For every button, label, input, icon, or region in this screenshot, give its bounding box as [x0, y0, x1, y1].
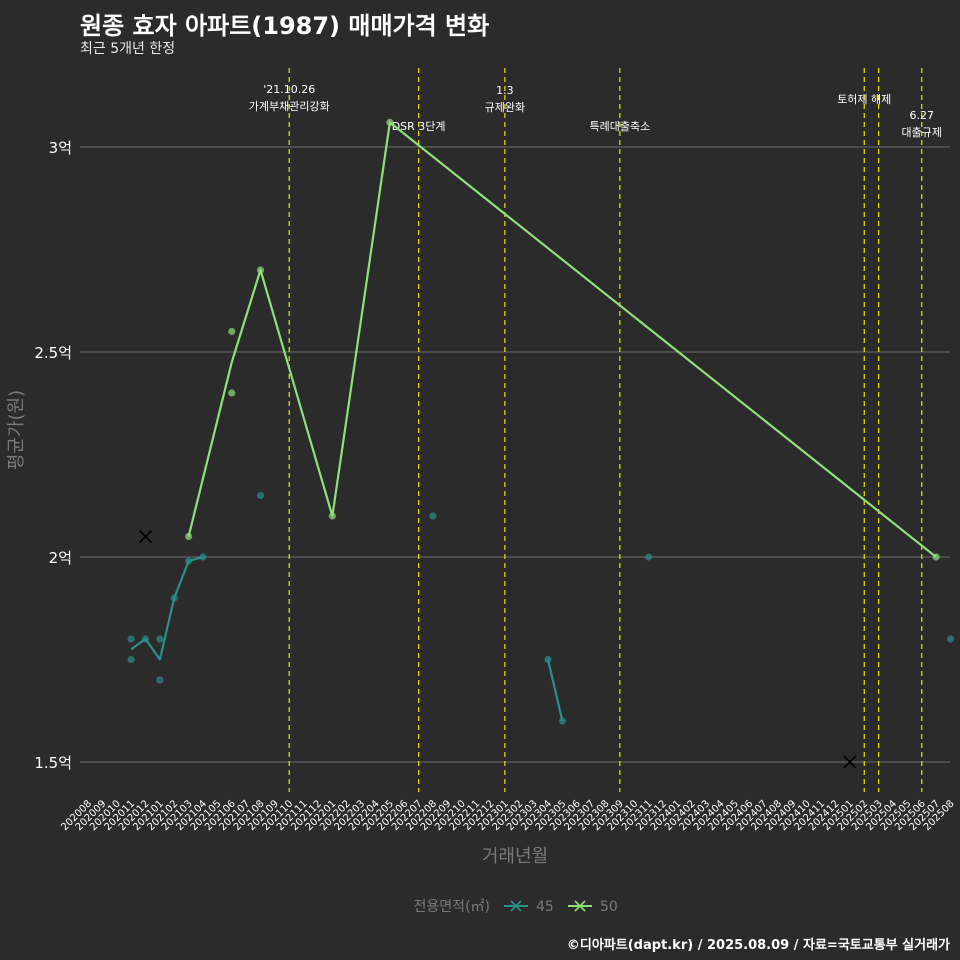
chart-subtitle: 최근 5개년 한정 [80, 41, 176, 57]
data-point-50 [932, 553, 940, 561]
data-point-50 [386, 118, 394, 126]
legend-title: 전용면적(㎡) [414, 899, 490, 915]
data-point-50 [256, 266, 265, 274]
cross-marker-45 [843, 755, 857, 769]
legend-label-50: 50 [600, 899, 618, 915]
data-point-45 [127, 635, 135, 643]
data-point-45 [544, 655, 552, 664]
data-point-45 [156, 635, 164, 643]
event-label: 6.27 [910, 109, 935, 122]
source-caption: ©디아파트(dapt.kr) / 2025.08.09 / 자료=국토교통부 실… [566, 938, 950, 953]
data-point-45 [256, 491, 265, 500]
series-line-50 [187, 121, 937, 558]
y-tick-label: 2.5억 [34, 344, 72, 362]
data-point-45 [170, 594, 178, 602]
x-axis-title: 거래년월 [482, 846, 548, 867]
data-point-45 [645, 553, 653, 561]
data-point-45 [558, 717, 566, 725]
event-label: 가계부채관리강화 [249, 100, 330, 113]
data-point-45 [185, 557, 193, 565]
data-point-45 [946, 635, 955, 643]
event-label: 1.3 [496, 84, 514, 97]
data-point-50 [228, 327, 236, 336]
series-line-45 [546, 659, 564, 722]
legend-swatch-50 [574, 900, 586, 912]
event-label: DSR 3단계 [392, 120, 446, 133]
legend-swatch-45 [510, 900, 522, 912]
y-axis-title: 평균가(원) [6, 390, 27, 470]
y-tick-label: 3억 [49, 139, 72, 157]
data-point-45 [429, 512, 437, 520]
cross-marker-50 [138, 529, 153, 544]
data-point-50 [328, 512, 336, 520]
event-label: 규제완화 [485, 101, 525, 114]
event-label: '21.10.26 [263, 83, 315, 96]
data-point-45 [199, 553, 207, 561]
legend-label-45: 45 [536, 899, 554, 915]
event-label: 대출규제 [902, 126, 942, 139]
series-line-45 [130, 555, 204, 661]
data-point-50 [185, 532, 193, 541]
event-label: 특례대출축소 [590, 120, 651, 133]
data-point-45 [127, 655, 135, 664]
event-label: 토허제 해제 [837, 92, 891, 106]
chart-title: 원종 효자 아파트(1987) 매매가격 변화 [80, 12, 490, 40]
data-point-50 [228, 389, 236, 397]
y-tick-label: 2억 [49, 549, 72, 567]
data-point-45 [156, 676, 164, 684]
data-point-45 [141, 635, 150, 643]
y-tick-label: 1.5억 [34, 754, 72, 772]
